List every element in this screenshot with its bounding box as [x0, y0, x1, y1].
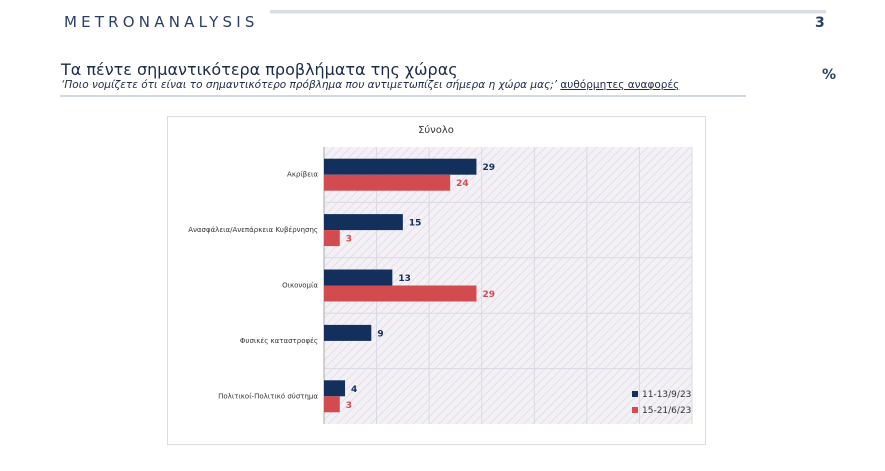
title-divider	[60, 95, 746, 97]
legend-swatch	[632, 407, 638, 413]
data-label: 15	[409, 219, 422, 229]
header-divider-shadow	[270, 13, 826, 14]
question-tag: αυθόρμητες αναφορές	[560, 79, 680, 91]
data-label: 9	[377, 329, 383, 339]
brand-logo: METRONANALYSIS	[64, 13, 259, 31]
question-quote: ‘Ποιο νομίζετε ότι είναι το σημαντικότερ…	[61, 79, 558, 91]
data-label: 3	[346, 235, 352, 245]
header-divider	[270, 10, 826, 13]
bar-sep23	[324, 214, 403, 231]
data-label: 4	[351, 385, 357, 395]
bar-sep23	[324, 269, 393, 286]
legend-label: 15-21/6/23	[642, 406, 691, 416]
bar-sep23	[324, 380, 346, 397]
data-label: 24	[456, 179, 469, 189]
chart-container: Σύνολο Ακρίβεια 29 24 Ανασφάλεια/Ανεπάρκεια…	[167, 116, 706, 445]
question-text: ‘Ποιο νομίζετε ότι είναι το σημαντικότερ…	[61, 79, 679, 91]
category-label: Οικονομία	[282, 282, 318, 290]
data-label: 29	[482, 290, 495, 300]
bar-jun23	[324, 396, 340, 413]
page-title: Τα πέντε σημαντικότερα προβλήματα της χώ…	[61, 60, 458, 79]
category-label: Πολιτικοί-Πολιτικό σύστημα	[218, 392, 318, 400]
data-label: 13	[398, 274, 411, 284]
page-number: 3	[815, 15, 825, 31]
bar-jun23	[324, 174, 451, 191]
bar-sep23	[324, 324, 372, 341]
bar-jun23	[324, 285, 477, 302]
data-label: 29	[482, 163, 495, 173]
unit-label: %	[822, 67, 837, 83]
category-label: Φυσικές καταστροφές	[240, 337, 318, 345]
data-label: 3	[346, 401, 352, 411]
bar-sep23	[324, 158, 477, 175]
chart-title: Σύνολο	[418, 124, 454, 136]
legend-label: 11-13/9/23	[642, 390, 691, 400]
bar-chart: Σύνολο Ακρίβεια 29 24 Ανασφάλεια/Ανεπάρκεια…	[188, 124, 693, 424]
category-label: Ακρίβεια	[287, 171, 318, 179]
bar-jun23	[324, 230, 340, 247]
category-label: Ανασφάλεια/Ανεπάρκεια Κυβέρνησης	[188, 226, 318, 234]
legend-swatch	[632, 391, 638, 397]
